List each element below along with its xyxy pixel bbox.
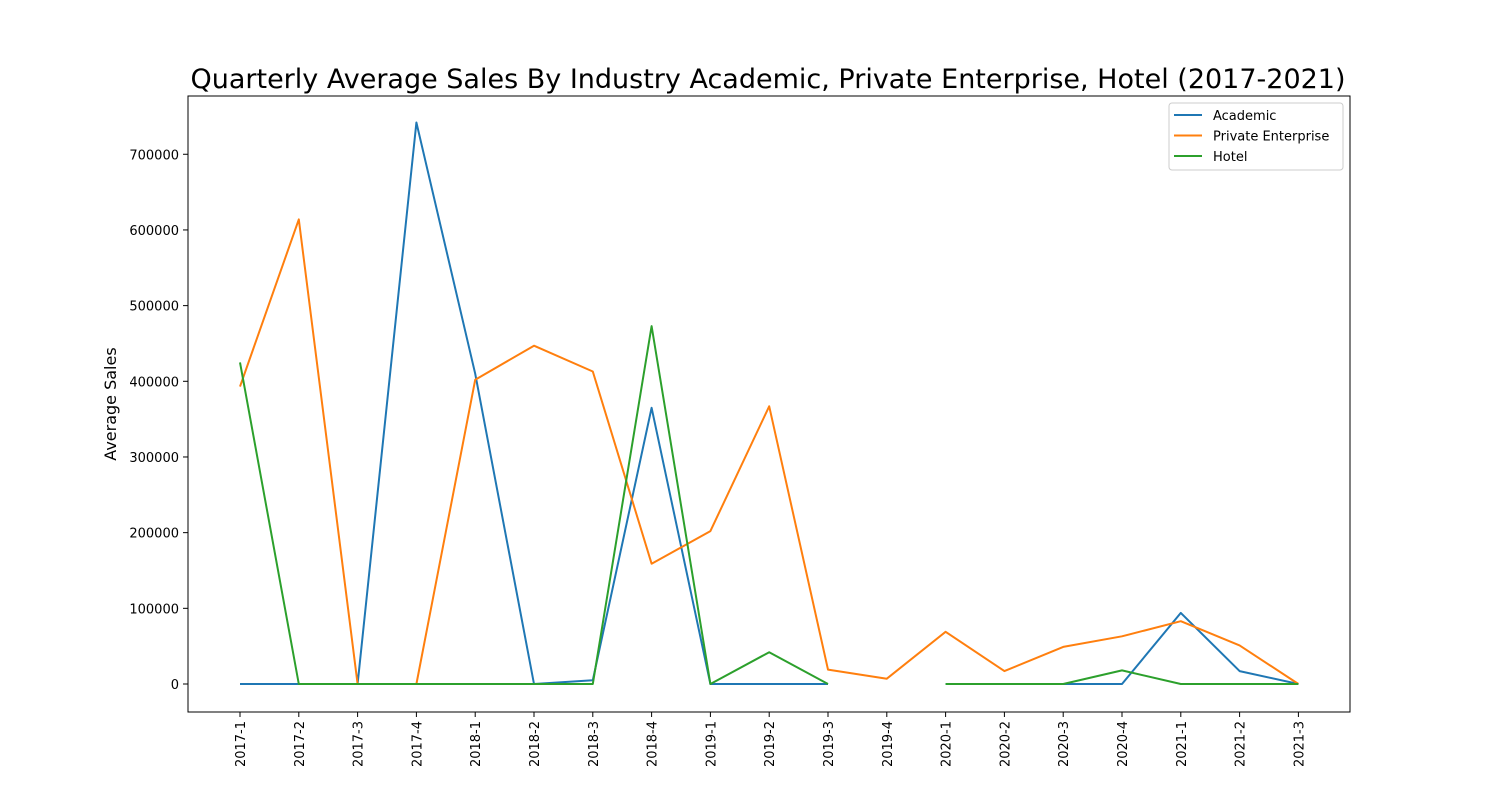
x-tick-label: 2018-3 (587, 721, 602, 767)
x-tick-label: 2019-3 (822, 721, 837, 767)
series-line-hotel (239, 325, 1299, 685)
x-tick-label: 2021-3 (1292, 721, 1307, 767)
y-tick-label: 600000 (129, 224, 179, 239)
x-tick-label: 2017-4 (410, 721, 425, 767)
x-tick-label: 2017-3 (352, 721, 367, 767)
y-tick-label: 0 (171, 678, 179, 693)
series-line-academic (240, 121, 1299, 685)
chart-title: Quarterly Average Sales By Industry Acad… (190, 64, 1345, 95)
x-tick-label: 2020-3 (1057, 721, 1072, 767)
legend-box (1168, 102, 1344, 171)
x-tick-label: 2019-4 (881, 721, 896, 767)
y-tick-label: 200000 (129, 527, 179, 542)
y-tick-label: 400000 (129, 375, 179, 390)
x-tick-label: 2018-1 (469, 721, 484, 767)
x-tick-label: 2021-2 (1234, 721, 1249, 767)
y-tick-label: 500000 (129, 300, 179, 315)
series-layer (239, 121, 1299, 685)
x-tick-label: 2020-4 (1116, 721, 1131, 767)
x-tick-label: 2017-1 (234, 721, 249, 767)
x-tick-label: 2017-2 (293, 721, 308, 767)
x-tick-label: 2018-4 (646, 721, 661, 767)
legend: Academic Private Enterprise Hotel (1168, 102, 1344, 171)
x-axis: 2017-1 2017-2 2017-3 2017-4 2018-1 2018-2 2018… (234, 712, 1307, 767)
y-axis: 0 100000 200000 300000 400000 500000 600000 700… (129, 148, 188, 693)
y-tick-label: 300000 (129, 451, 179, 466)
x-tick-label: 2019-1 (704, 721, 719, 767)
x-tick-label: 2020-1 (940, 721, 955, 767)
x-tick-label: 2021-1 (1175, 721, 1190, 767)
legend-label: Hotel (1213, 150, 1247, 165)
x-tick-label: 2019-2 (763, 721, 778, 767)
y-tick-label: 700000 (129, 148, 179, 163)
legend-label: Academic (1213, 109, 1276, 124)
y-tick-label: 100000 (129, 602, 179, 617)
legend-label: Private Enterprise (1213, 130, 1329, 145)
x-tick-label: 2020-2 (998, 721, 1013, 767)
y-axis-label: Average Sales (101, 347, 120, 460)
x-tick-label: 2018-2 (528, 721, 543, 767)
